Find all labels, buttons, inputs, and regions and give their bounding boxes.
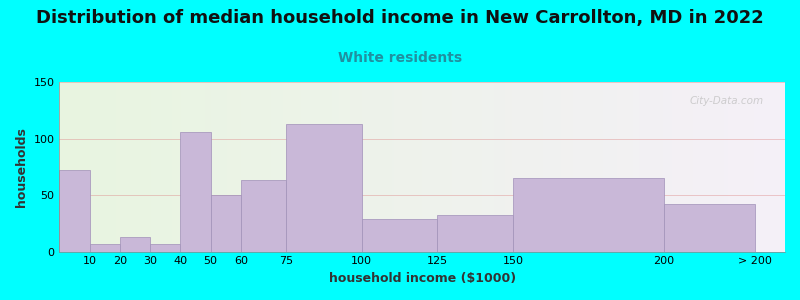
Bar xyxy=(241,180,286,252)
Bar xyxy=(664,204,754,252)
Bar xyxy=(286,124,362,252)
Bar xyxy=(120,237,150,252)
Text: White residents: White residents xyxy=(338,51,462,65)
Bar xyxy=(513,178,664,252)
Bar xyxy=(180,132,210,252)
Text: Distribution of median household income in New Carrollton, MD in 2022: Distribution of median household income … xyxy=(36,9,764,27)
Bar xyxy=(438,215,513,252)
X-axis label: household income ($1000): household income ($1000) xyxy=(329,272,516,285)
Bar xyxy=(150,244,180,252)
Text: City-Data.com: City-Data.com xyxy=(689,96,763,106)
Bar xyxy=(59,170,90,252)
Bar xyxy=(362,219,438,252)
Bar xyxy=(90,244,120,252)
Bar xyxy=(210,195,241,252)
Y-axis label: households: households xyxy=(15,127,28,207)
